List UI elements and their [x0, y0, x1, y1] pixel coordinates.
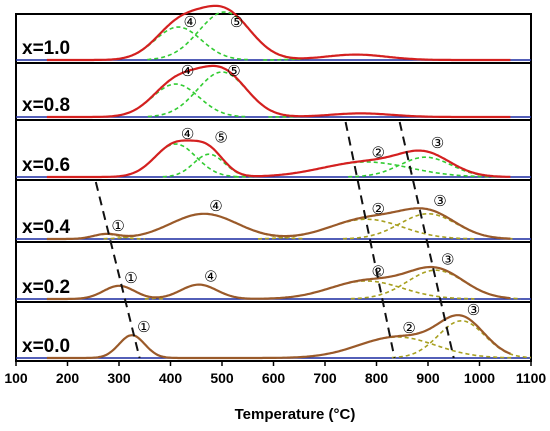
peak-marker: ①	[137, 319, 150, 336]
peak-marker: ④	[181, 63, 194, 80]
panel: x=0.2 ① ④ ② ③	[15, 241, 532, 303]
peak-marker: ④	[204, 269, 217, 286]
x-tick-label: 400	[159, 370, 183, 386]
profile-line	[46, 207, 511, 241]
peak-marker: ③	[431, 135, 444, 152]
peak-marker: ②	[402, 320, 415, 337]
fitted-peak	[162, 153, 256, 178]
panel-frame	[15, 179, 532, 243]
peak-marker: ②	[371, 145, 384, 162]
panel: x=0.6 ④ ⑤ ② ③	[15, 119, 532, 181]
panel-frame	[15, 119, 532, 181]
panel: x=0.0 ① ② ③	[15, 301, 532, 362]
profile-line	[46, 64, 511, 119]
panel-frame	[15, 301, 532, 362]
panel-label: x=0.2	[22, 277, 70, 298]
x-tick-label: 700	[313, 370, 337, 386]
panel-label: x=0.6	[22, 155, 70, 176]
panel-label: x=1.0	[22, 38, 70, 59]
fitted-peak	[67, 233, 145, 240]
x-axis-title: Temperature (°C)	[235, 406, 356, 423]
peak-marker: ①	[111, 218, 124, 235]
profile-line	[46, 314, 511, 360]
x-tick-label: 200	[56, 370, 80, 386]
panel-label: x=0.0	[22, 336, 70, 357]
fitted-peak	[147, 11, 302, 61]
x-tick-label: 1100	[516, 370, 547, 386]
trend-lines	[94, 121, 455, 359]
peak-marker: ④	[181, 126, 194, 143]
x-tick-label: 800	[365, 370, 389, 386]
panel-label: x=0.8	[22, 95, 70, 116]
panel: x=0.4 ① ④ ② ③	[15, 179, 532, 243]
peak-marker: ②	[371, 201, 384, 218]
trend-dashed-line	[344, 121, 396, 359]
profile-line	[46, 139, 511, 179]
x-tick-label: 900	[416, 370, 440, 386]
x-tick-label: 300	[107, 370, 131, 386]
trend-dashed-line	[94, 181, 141, 359]
peak-marker: ⑤	[227, 63, 240, 80]
peak-marker: ③	[433, 193, 446, 210]
panel: x=0.8 ④ ⑤	[15, 62, 532, 121]
peak-marker: ③	[467, 302, 480, 319]
x-tick-label: 500	[210, 370, 234, 386]
panel-label: x=0.4	[22, 217, 71, 238]
x-tick-label: 1000	[464, 370, 495, 386]
panel-frame	[15, 13, 532, 64]
peak-marker: ③	[441, 251, 454, 268]
peak-marker: ②	[371, 264, 384, 281]
x-tick-label: 100	[4, 370, 28, 386]
profile-line	[46, 265, 511, 301]
fitted-peak	[391, 319, 532, 359]
peak-marker: ④	[209, 198, 222, 215]
chart-panels: x=1.0 ④ ⑤ x=0.8 ④ ⑤ x=0.6 ④ ⑤ ② ③ x=0.4 ① ④ ② ③ x=0.2 ① ④ ②…	[15, 4, 532, 362]
x-tick-label: 600	[262, 370, 286, 386]
fitted-peak	[108, 26, 248, 61]
fitted-peak	[106, 83, 246, 118]
profile-line	[46, 4, 511, 62]
peak-marker: ①	[124, 270, 137, 287]
panel: x=1.0 ④ ⑤	[15, 4, 532, 64]
peak-marker: ⑤	[214, 129, 227, 146]
peak-marker: ④	[183, 14, 196, 31]
x-axis: 100 200 300 400 500 600 700 800 900 1000 1100	[4, 360, 547, 386]
peak-marker: ⑤	[230, 14, 243, 31]
fitted-peak	[113, 143, 238, 178]
trend-dashed-line	[398, 121, 455, 359]
fitted-peak	[350, 269, 521, 300]
